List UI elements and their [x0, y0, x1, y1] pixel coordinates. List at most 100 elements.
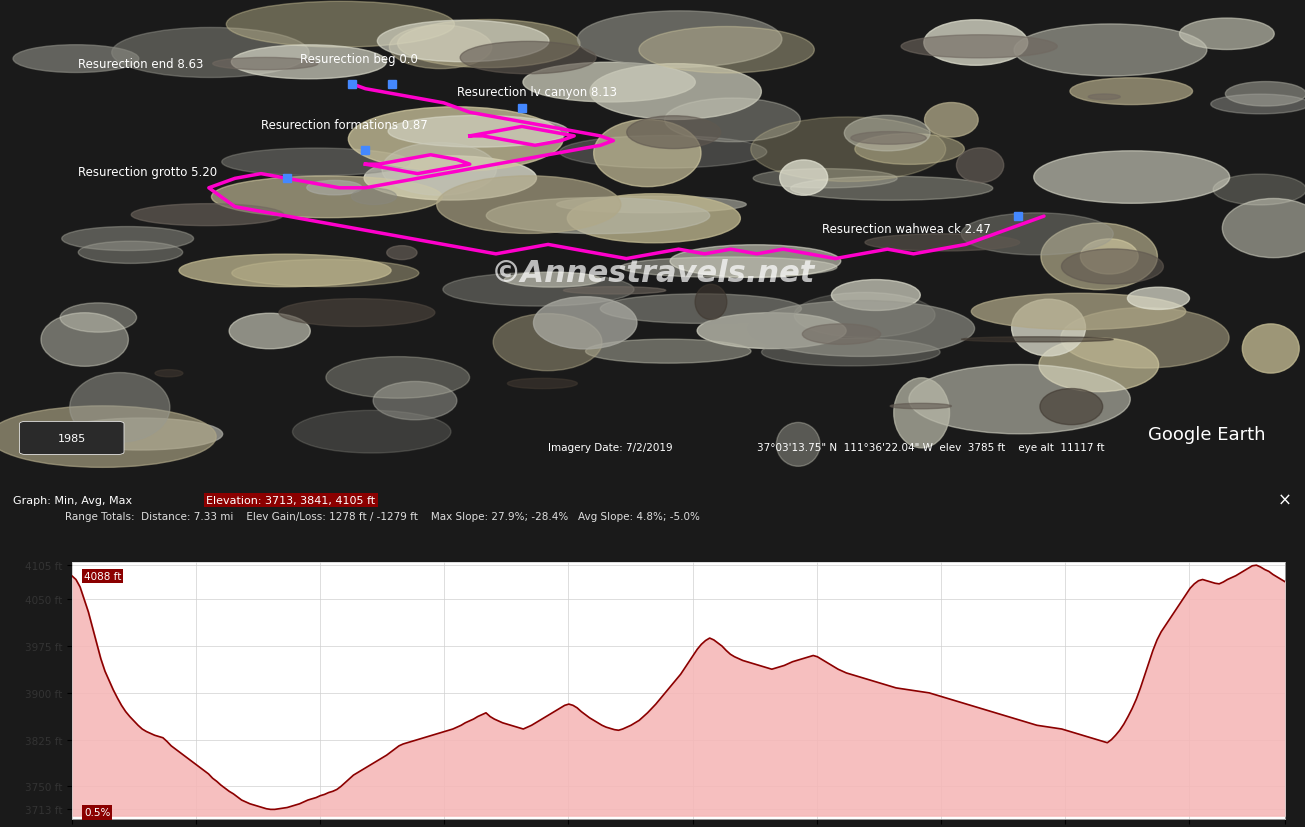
Ellipse shape: [1214, 174, 1305, 206]
Ellipse shape: [1180, 19, 1274, 50]
Ellipse shape: [1034, 151, 1229, 204]
Ellipse shape: [1011, 300, 1086, 356]
Ellipse shape: [779, 160, 827, 196]
Ellipse shape: [523, 63, 696, 103]
Ellipse shape: [626, 117, 720, 150]
Ellipse shape: [957, 149, 1004, 184]
Ellipse shape: [890, 404, 951, 409]
Ellipse shape: [855, 135, 964, 165]
Ellipse shape: [230, 314, 311, 349]
Ellipse shape: [60, 304, 137, 332]
Ellipse shape: [389, 26, 492, 69]
FancyBboxPatch shape: [20, 422, 124, 455]
Ellipse shape: [211, 177, 442, 218]
Text: Imagery Date: 7/2/2019: Imagery Date: 7/2/2019: [548, 442, 672, 452]
Ellipse shape: [61, 227, 193, 251]
Ellipse shape: [664, 99, 800, 142]
Text: Resurection lv canyon 8.13: Resurection lv canyon 8.13: [457, 86, 617, 99]
Ellipse shape: [749, 301, 975, 357]
Ellipse shape: [40, 313, 128, 367]
Text: Range Totals:  Distance: 7.33 mi    Elev Gain/Loss: 1278 ft / -1279 ft    Max Sl: Range Totals: Distance: 7.33 mi Elev Gai…: [65, 512, 699, 522]
Ellipse shape: [487, 198, 710, 234]
Ellipse shape: [962, 213, 1113, 256]
Ellipse shape: [231, 45, 386, 79]
Ellipse shape: [1014, 25, 1207, 77]
Ellipse shape: [232, 261, 419, 287]
Ellipse shape: [791, 177, 993, 201]
Ellipse shape: [13, 45, 138, 74]
Ellipse shape: [1041, 224, 1158, 290]
Ellipse shape: [388, 117, 569, 148]
Ellipse shape: [377, 22, 549, 63]
Text: 4088 ft: 4088 ft: [84, 571, 121, 581]
Ellipse shape: [776, 423, 820, 466]
Ellipse shape: [348, 108, 562, 172]
Ellipse shape: [894, 378, 950, 448]
Text: 37°03'13.75" N  111°36'22.04" W  elev  3785 ft    eye alt  11117 ft: 37°03'13.75" N 111°36'22.04" W elev 3785…: [757, 442, 1104, 452]
Ellipse shape: [1039, 338, 1159, 392]
Ellipse shape: [590, 65, 761, 120]
Ellipse shape: [908, 365, 1130, 434]
Text: Graph: Min, Avg, Max: Graph: Min, Avg, Max: [13, 495, 140, 505]
Ellipse shape: [493, 314, 602, 371]
Ellipse shape: [78, 241, 183, 264]
Ellipse shape: [179, 255, 392, 287]
Ellipse shape: [865, 235, 1019, 251]
Text: Elevation: 3713, 3841, 4105 ft: Elevation: 3713, 3841, 4105 ft: [206, 495, 376, 505]
Ellipse shape: [386, 246, 418, 261]
Ellipse shape: [1061, 308, 1229, 369]
Text: Google Earth: Google Earth: [1148, 425, 1266, 443]
Ellipse shape: [697, 313, 846, 349]
Ellipse shape: [1128, 288, 1189, 310]
Ellipse shape: [1088, 95, 1120, 100]
Ellipse shape: [279, 299, 435, 327]
Ellipse shape: [1225, 83, 1305, 107]
Ellipse shape: [851, 132, 927, 145]
Ellipse shape: [962, 337, 1113, 342]
Ellipse shape: [461, 42, 596, 74]
Ellipse shape: [586, 340, 750, 364]
Ellipse shape: [696, 285, 727, 320]
Ellipse shape: [1061, 250, 1163, 284]
Text: Resurection grotto 5.20: Resurection grotto 5.20: [78, 166, 218, 179]
Ellipse shape: [508, 379, 577, 390]
Ellipse shape: [600, 294, 801, 324]
Ellipse shape: [132, 204, 284, 227]
Ellipse shape: [0, 406, 217, 468]
Ellipse shape: [620, 258, 837, 278]
Ellipse shape: [226, 2, 454, 48]
Text: Resurection formations 0.87: Resurection formations 0.87: [261, 119, 428, 132]
Ellipse shape: [364, 156, 536, 201]
Ellipse shape: [69, 373, 170, 442]
Ellipse shape: [351, 189, 397, 205]
Ellipse shape: [1223, 199, 1305, 258]
Ellipse shape: [1211, 95, 1305, 115]
Ellipse shape: [762, 339, 940, 366]
Ellipse shape: [442, 273, 634, 307]
Ellipse shape: [557, 197, 746, 213]
Text: 1985: 1985: [57, 433, 86, 443]
Text: Resurection end 8.63: Resurection end 8.63: [78, 58, 204, 71]
Ellipse shape: [504, 273, 600, 288]
Ellipse shape: [795, 293, 936, 338]
Ellipse shape: [1081, 240, 1138, 275]
Ellipse shape: [373, 382, 457, 420]
Ellipse shape: [924, 103, 979, 138]
Ellipse shape: [1070, 79, 1193, 106]
Ellipse shape: [1040, 389, 1103, 425]
Ellipse shape: [568, 194, 740, 243]
Ellipse shape: [213, 59, 318, 70]
Ellipse shape: [753, 170, 897, 189]
Ellipse shape: [924, 21, 1028, 66]
Ellipse shape: [750, 117, 946, 182]
Text: ×: ×: [1278, 491, 1292, 509]
Ellipse shape: [398, 21, 579, 69]
Ellipse shape: [803, 324, 881, 345]
Ellipse shape: [1242, 324, 1300, 374]
Text: ©Annestravels.net: ©Annestravels.net: [491, 259, 814, 288]
Text: 0.5%: 0.5%: [84, 807, 111, 818]
Ellipse shape: [382, 143, 496, 196]
Ellipse shape: [534, 298, 637, 350]
Ellipse shape: [900, 36, 1057, 59]
Text: Resurection beg 0.0: Resurection beg 0.0: [300, 53, 418, 66]
